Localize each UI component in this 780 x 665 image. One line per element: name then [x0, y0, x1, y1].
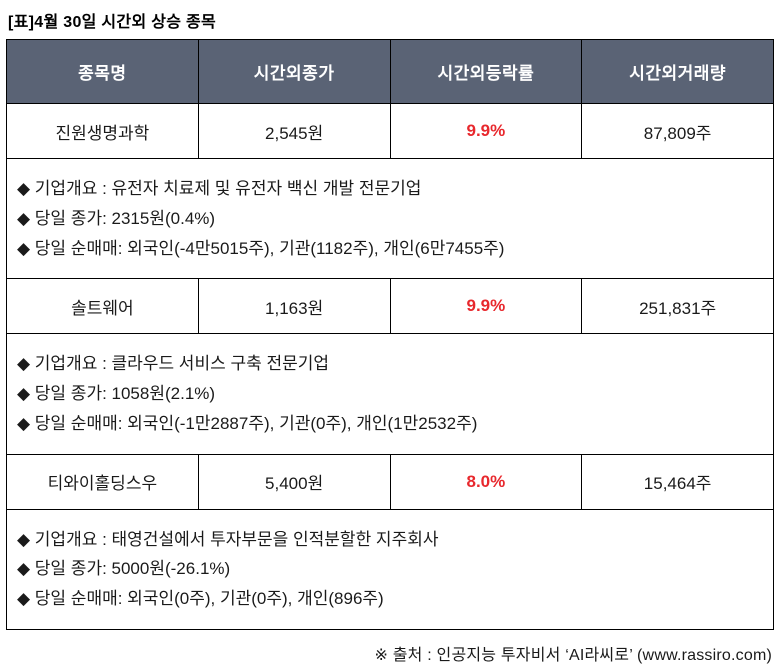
table-row: 진원생명과학 2,545원 9.9% 87,809주 [6, 103, 774, 159]
price-cell: 2,545원 [197, 103, 391, 159]
change-cell: 9.9% [389, 103, 583, 159]
volume-cell: 251,831주 [581, 278, 774, 335]
detail-cell: ◆ 기업개요 : 태영건설에서 투자부문을 인적분할한 지주회사 ◆ 당일 종가… [6, 508, 774, 630]
detail-row: ◆ 기업개요 : 유전자 치료제 및 유전자 백신 개발 전문기업 ◆ 당일 종… [6, 157, 774, 280]
detail-row: ◆ 기업개요 : 클라우드 서비스 구축 전문기업 ◆ 당일 종가: 1058원… [6, 333, 774, 455]
detail-line-overview: ◆ 기업개요 : 태영건설에서 투자부문을 인적분할한 지주회사 [17, 529, 439, 549]
stock-name-cell: 진원생명과학 [6, 103, 199, 159]
source-footer: ※ 출처 : 인공지능 투자비서 ‘AI라씨로’ (www.rassiro.co… [374, 646, 772, 664]
detail-cell: ◆ 기업개요 : 유전자 치료제 및 유전자 백신 개발 전문기업 ◆ 당일 종… [6, 157, 774, 280]
detail-line-close: ◆ 당일 종가: 2315원(0.4%) [17, 208, 216, 228]
volume-cell: 87,809주 [581, 103, 774, 159]
table-row: 솔트웨어 1,163원 9.9% 251,831주 [6, 278, 774, 335]
change-cell: 9.9% [389, 278, 583, 335]
detail-line-net-trading: ◆ 당일 순매매: 외국인(-4만5015주), 기관(1182주), 개인(6… [17, 238, 505, 258]
header-cell-afterhours-price: 시간외종가 [197, 39, 391, 104]
table-header-row: 종목명 시간외종가 시간외등락률 시간외거래량 [6, 39, 774, 104]
page-title: [표]4월 30일 시간외 상승 종목 [8, 14, 217, 31]
stock-name-cell: 티와이홀딩스우 [6, 453, 199, 510]
table-row: 티와이홀딩스우 5,400원 8.0% 15,464주 [6, 453, 774, 510]
price-cell: 5,400원 [197, 453, 391, 510]
header-cell-afterhours-change: 시간외등락률 [389, 39, 583, 104]
detail-line-overview: ◆ 기업개요 : 유전자 치료제 및 유전자 백신 개발 전문기업 [17, 179, 422, 198]
detail-row: ◆ 기업개요 : 태영건설에서 투자부문을 인적분할한 지주회사 ◆ 당일 종가… [6, 508, 774, 630]
detail-cell: ◆ 기업개요 : 클라우드 서비스 구축 전문기업 ◆ 당일 종가: 1058원… [6, 333, 774, 455]
detail-line-net-trading: ◆ 당일 순매매: 외국인(-1만2887주), 기관(0주), 개인(1만25… [17, 413, 478, 433]
detail-line-close: ◆ 당일 종가: 1058원(2.1%) [17, 384, 216, 403]
volume-cell: 15,464주 [581, 453, 774, 510]
header-cell-afterhours-volume: 시간외거래량 [581, 39, 774, 104]
detail-line-net-trading: ◆ 당일 순매매: 외국인(0주), 기관(0주), 개인(896주) [17, 589, 384, 608]
detail-line-close: ◆ 당일 종가: 5000원(-26.1%) [17, 559, 231, 579]
price-cell: 1,163원 [197, 278, 391, 335]
stocks-table: 종목명 시간외종가 시간외등락률 시간외거래량 진원생명과학 2,545원 9.… [6, 39, 774, 630]
detail-line-overview: ◆ 기업개요 : 클라우드 서비스 구축 전문기업 [17, 354, 330, 374]
header-cell-stock-name: 종목명 [6, 39, 199, 104]
stock-name-cell: 솔트웨어 [6, 278, 199, 335]
change-cell: 8.0% [389, 453, 583, 510]
